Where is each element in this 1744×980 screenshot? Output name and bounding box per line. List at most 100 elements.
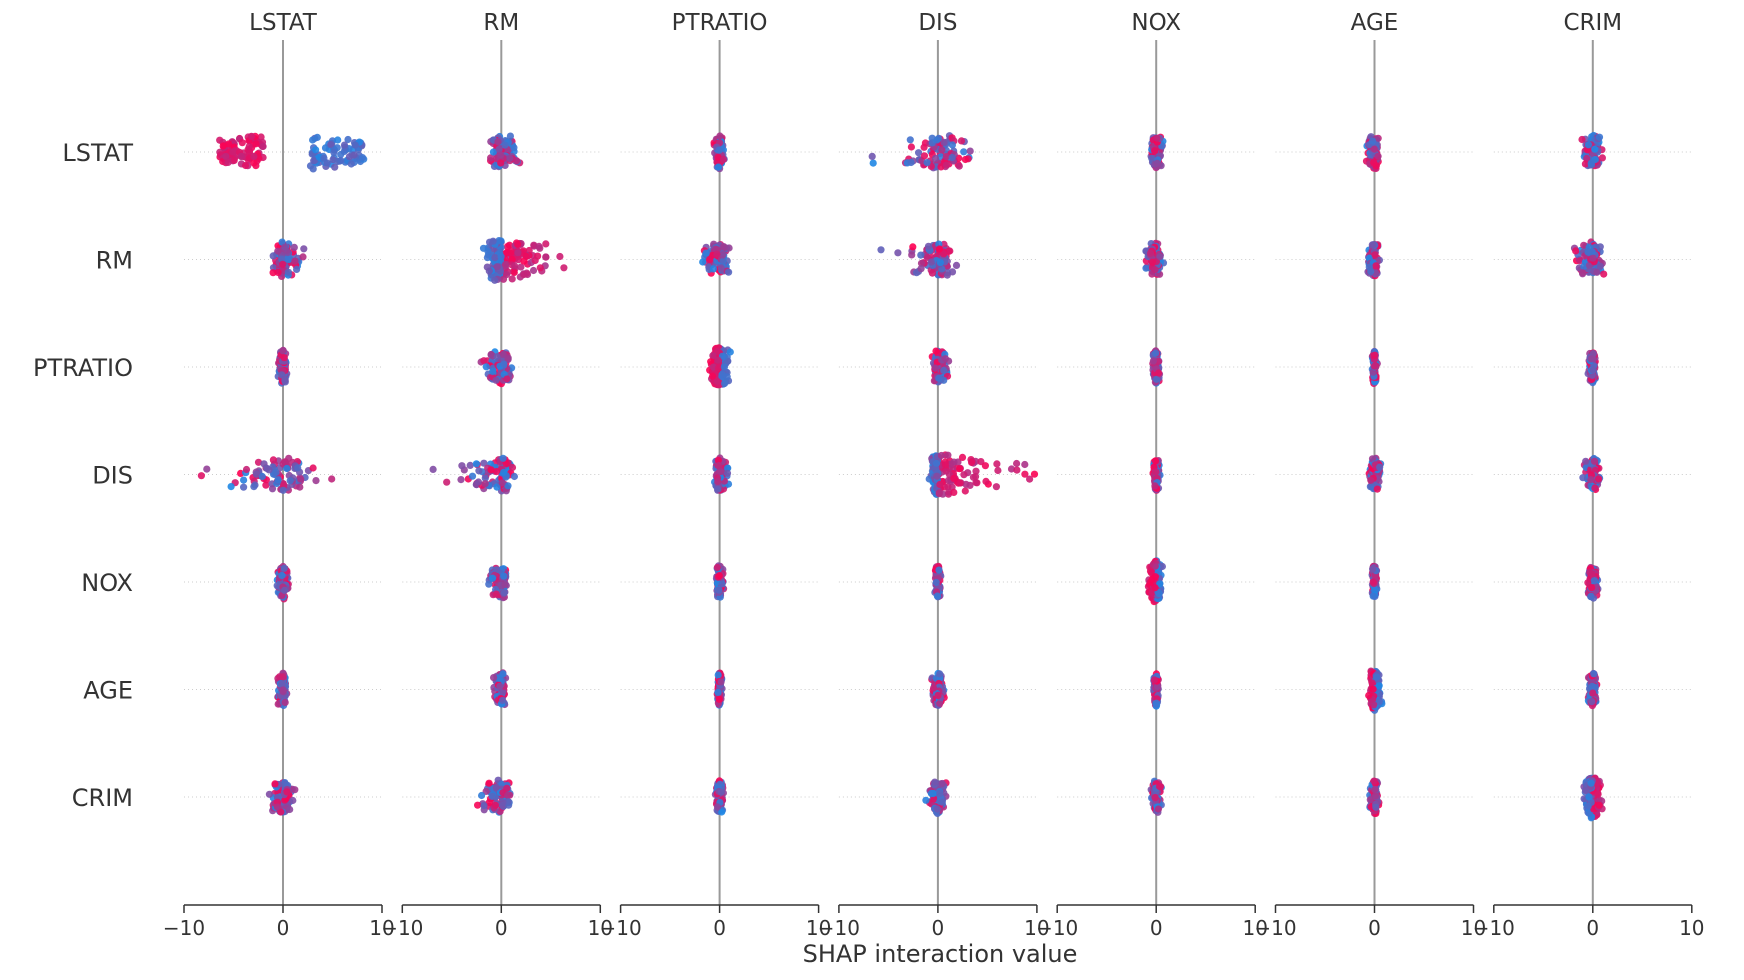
dot-lstat-rm (512, 157, 521, 165)
dot-rm-rm (536, 244, 544, 252)
dot-dis-ptratio (714, 485, 722, 493)
dot-dis-rm (472, 460, 480, 468)
dot-rm-rm (560, 264, 568, 272)
dot-rm-lstat (269, 252, 277, 260)
dot-ptratio-lstat (279, 346, 287, 354)
dot-rm-dis (877, 246, 885, 254)
dot-rm-dis (928, 269, 937, 277)
dot-ptratio-dis (940, 366, 948, 374)
dot-lstat-rm (497, 151, 505, 159)
dot-dis-lstat (227, 483, 235, 491)
dot-lstat-lstat (225, 140, 233, 148)
dot-lstat-dis (920, 143, 928, 151)
dot-crim-rm (491, 801, 499, 809)
dot-dis-rm (481, 474, 489, 482)
dot-crim-rm (503, 791, 512, 799)
dot-lstat-dis (869, 159, 877, 167)
dot-dis-dis (961, 487, 969, 495)
dot-crim-age (1366, 796, 1374, 804)
dot-ptratio-rm (493, 353, 501, 361)
dot-lstat-rm (495, 145, 503, 153)
dot-lstat-ptratio (719, 155, 728, 163)
dot-lstat-rm (501, 141, 509, 149)
dot-dis-dis (1007, 465, 1016, 473)
dot-lstat-lstat (247, 132, 255, 140)
dot-nox-rm (492, 590, 500, 598)
dot-rm-ptratio (706, 255, 714, 264)
dot-age-age (1370, 701, 1378, 709)
dot-nox-nox (1151, 584, 1159, 592)
dot-age-dis (936, 699, 944, 707)
dot-ptratio-ptratio (721, 379, 729, 387)
dot-dis-lstat (250, 483, 258, 491)
dot-rm-lstat (293, 265, 301, 273)
dot-age-rm (499, 670, 507, 678)
dot-lstat-lstat (351, 141, 359, 149)
dot-nox-age (1369, 578, 1377, 586)
dot-dis-ptratio (715, 461, 723, 470)
dot-rm-dis (927, 258, 935, 266)
dot-ptratio-ptratio (726, 348, 734, 356)
dot-lstat-dis (938, 146, 946, 154)
dot-rm-dis (936, 259, 945, 267)
dot-nox-rm (500, 589, 508, 597)
dot-ptratio-dis (931, 364, 939, 372)
dot-rm-nox (1148, 258, 1157, 266)
dot-dis-lstat (297, 475, 305, 483)
dot-dis-lstat (262, 481, 270, 489)
dot-dis-ptratio (724, 464, 732, 472)
dot-dis-rm (458, 462, 466, 470)
dot-rm-lstat (284, 268, 292, 276)
dot-rm-lstat (300, 245, 308, 253)
dot-lstat-dis (948, 141, 957, 149)
dot-dis-dis (992, 483, 1001, 491)
dot-rm-rm (531, 256, 539, 265)
dot-crim-age (1370, 777, 1378, 785)
dot-rm-ptratio (702, 249, 710, 257)
dot-rm-crim (1580, 241, 1588, 249)
dot-lstat-lstat (245, 143, 253, 151)
dot-nox-ptratio (713, 563, 721, 572)
dot-ptratio-crim (1589, 366, 1597, 374)
dot-rm-ptratio (719, 251, 727, 259)
dot-ptratio-rm (489, 367, 497, 375)
dot-lstat-lstat (321, 144, 330, 152)
dot-lstat-dis (960, 148, 968, 156)
dot-dis-crim (1591, 484, 1599, 492)
dot-dis-dis (968, 458, 976, 467)
dot-dis-ptratio (714, 456, 723, 464)
dot-dis-dis (1013, 459, 1021, 468)
dot-lstat-age (1370, 145, 1378, 153)
dot-crim-rm (474, 801, 482, 809)
dot-dis-rm (443, 478, 451, 486)
dot-rm-crim (1584, 248, 1593, 256)
dot-rm-crim (1579, 269, 1587, 277)
dot-dis-rm (508, 463, 517, 472)
dot-dis-rm (429, 465, 437, 473)
dot-lstat-lstat (358, 154, 367, 162)
dot-age-ptratio (714, 671, 722, 679)
dot-rm-rm (522, 252, 530, 260)
dot-lstat-dis (931, 154, 940, 162)
dot-crim-age (1371, 792, 1379, 800)
dot-rm-rm (491, 254, 499, 262)
dot-lstat-lstat (238, 139, 246, 147)
dot-crim-age (1371, 786, 1379, 794)
dot-nox-rm (501, 581, 509, 589)
dot-lstat-lstat (252, 140, 260, 148)
dot-dis-dis (950, 488, 958, 496)
dot-rm-age (1371, 251, 1379, 259)
grid-layer (184, 151, 1692, 798)
dot-rm-rm (514, 240, 522, 248)
dot-dis-rm (498, 479, 506, 487)
dot-lstat-age (1369, 137, 1377, 145)
dot-nox-rm (493, 566, 501, 574)
dot-lstat-rm (487, 154, 495, 162)
dot-lstat-lstat (310, 157, 318, 165)
dot-rm-rm (505, 241, 514, 249)
dot-rm-dis (917, 259, 926, 267)
dot-age-nox (1153, 682, 1162, 691)
dot-nox-lstat (278, 571, 286, 580)
dot-dis-lstat (279, 486, 287, 494)
